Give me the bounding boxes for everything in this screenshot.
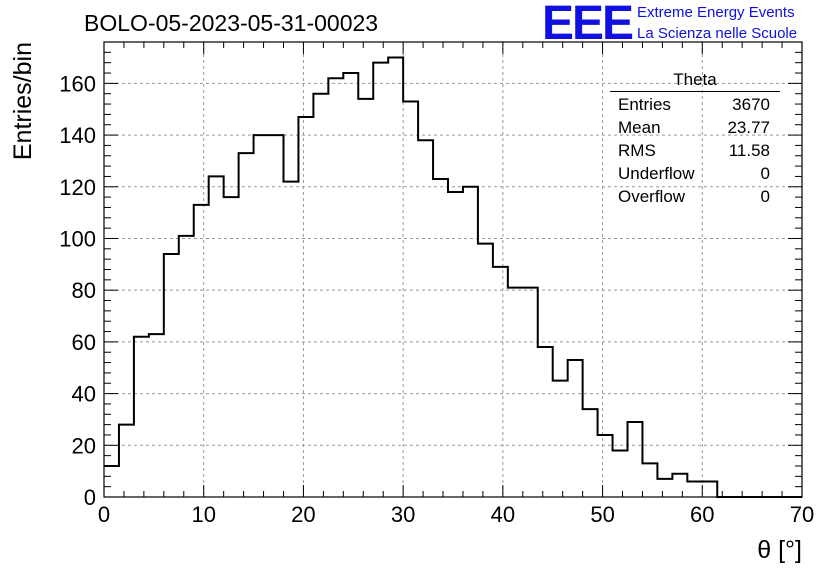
x-tick-label: 40: [491, 502, 515, 527]
stats-title: Theta: [610, 70, 780, 92]
stats-label: Overflow: [618, 187, 686, 206]
y-tick-label: 40: [72, 382, 96, 407]
stats-value: 3670: [732, 95, 770, 114]
stats-row-rms: RMS 11.58: [610, 139, 780, 162]
stats-value: 23.77: [727, 118, 770, 137]
x-tick-label: 50: [590, 502, 614, 527]
stats-label: RMS: [618, 141, 656, 160]
stats-label: Mean: [618, 118, 661, 137]
x-tick-label: 70: [790, 502, 814, 527]
y-tick-label: 100: [59, 226, 96, 251]
logo-caption-line2: La Scienza nelle Scuole: [637, 25, 798, 42]
histogram-line: [104, 56, 802, 498]
stats-row-entries: Entries 3670: [610, 93, 780, 116]
chart-title: BOLO-05-2023-05-31-00023: [84, 10, 379, 36]
stats-label: Entries: [618, 95, 671, 114]
x-tick-label: 20: [291, 502, 315, 527]
y-tick-label: 120: [59, 175, 96, 200]
x-tick-label: 60: [690, 502, 714, 527]
stats-value: 0: [760, 164, 770, 183]
x-tick-label: 0: [98, 502, 110, 527]
stats-row-overflow: Overflow 0: [610, 185, 780, 208]
y-tick-label: 0: [84, 485, 96, 510]
y-tick-label: 160: [59, 71, 96, 96]
stats-value: 11.58: [728, 141, 770, 160]
x-tick-label: 10: [191, 502, 215, 527]
y-tick-label: 80: [72, 278, 96, 303]
eee-logo: EEE: [542, 0, 634, 50]
y-axis-label: Entries/bin: [9, 42, 37, 160]
logo-caption-line1: Extreme Energy Events: [637, 4, 795, 21]
stats-value: 0: [760, 187, 770, 206]
y-tick-label: 60: [72, 330, 96, 355]
stats-box: Theta Entries 3670 Mean 23.77 RMS 11.58 …: [610, 70, 780, 208]
y-tick-label: 20: [72, 433, 96, 458]
stats-row-mean: Mean 23.77: [610, 116, 780, 139]
stats-row-underflow: Underflow 0: [610, 162, 780, 185]
x-axis-label: θ [°]: [757, 536, 802, 564]
x-tick-label: 30: [391, 502, 415, 527]
stats-label: Underflow: [618, 164, 695, 183]
y-tick-label: 140: [59, 123, 96, 148]
